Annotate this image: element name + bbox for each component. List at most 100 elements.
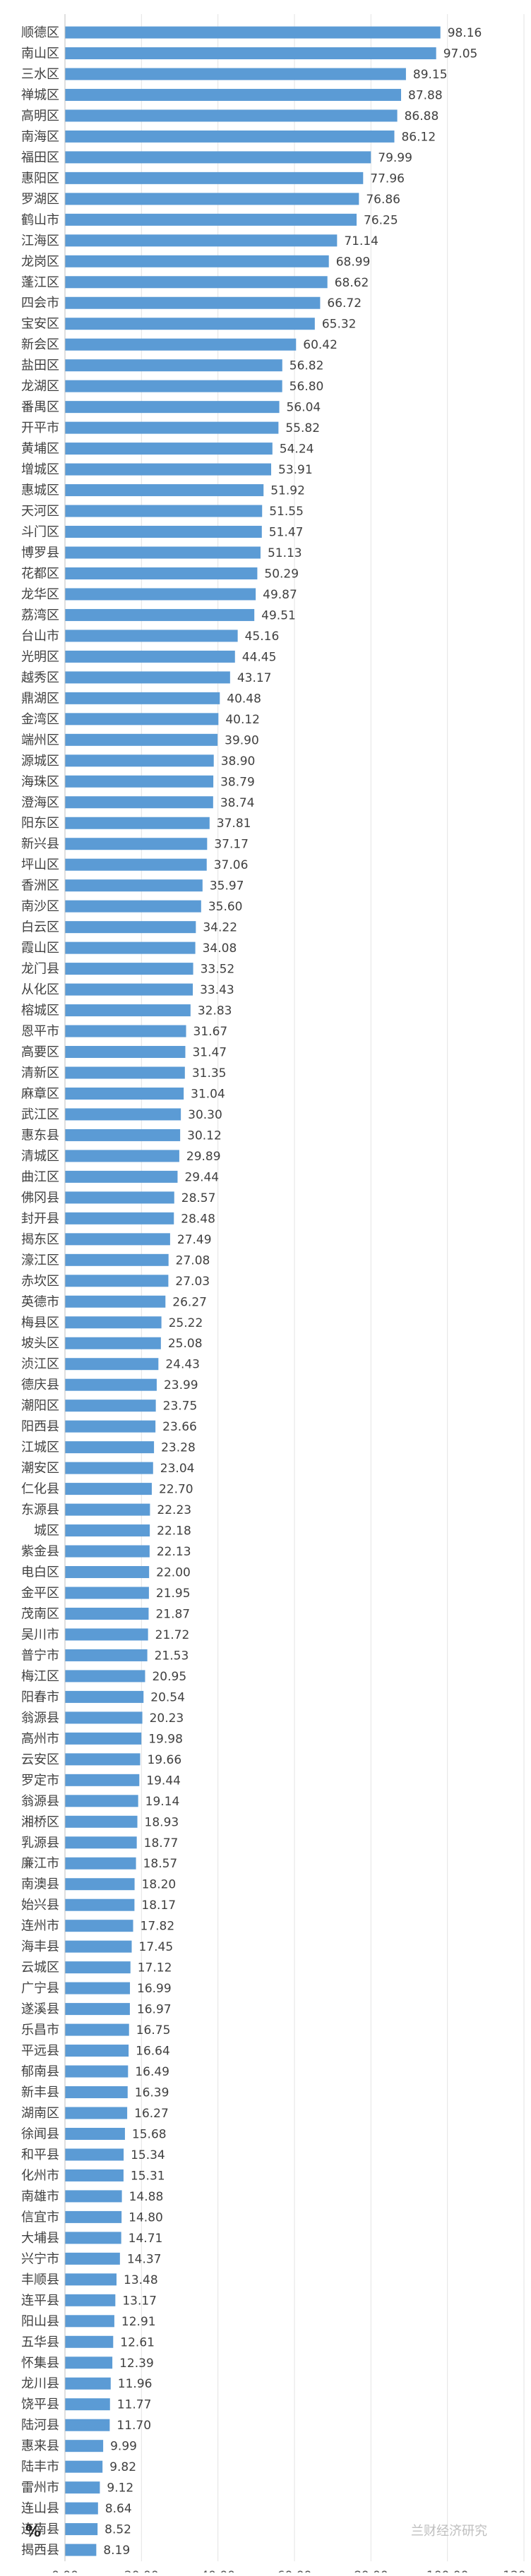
data-label: 26.27 bbox=[172, 1295, 207, 1309]
category-label: 海珠区 bbox=[21, 774, 59, 789]
bar bbox=[65, 2273, 117, 2286]
category-label: 越秀区 bbox=[21, 670, 59, 685]
bar bbox=[65, 879, 203, 892]
bar bbox=[65, 1170, 178, 1183]
bar bbox=[65, 1628, 148, 1641]
data-label: 22.13 bbox=[157, 1545, 191, 1559]
data-label: 27.08 bbox=[176, 1253, 210, 1268]
bar bbox=[65, 2107, 128, 2119]
category-label: 和平县 bbox=[21, 2148, 59, 2162]
category-label: 阳东区 bbox=[21, 816, 59, 831]
bar bbox=[65, 900, 201, 913]
category-label: 南雄市 bbox=[21, 2189, 59, 2204]
data-label: 76.86 bbox=[366, 193, 400, 207]
category-label: 新丰县 bbox=[21, 2086, 59, 2100]
bar bbox=[65, 2045, 129, 2057]
data-label: 37.06 bbox=[214, 858, 249, 872]
bar bbox=[65, 68, 406, 80]
data-label: 29.44 bbox=[184, 1170, 219, 1184]
bar bbox=[65, 733, 218, 746]
category-label: 潮安区 bbox=[21, 1461, 59, 1476]
bar bbox=[65, 1607, 149, 1620]
category-label: 揭西县 bbox=[21, 2543, 59, 2558]
data-label: 37.81 bbox=[217, 817, 251, 831]
data-label: 60.42 bbox=[303, 338, 338, 352]
data-label: 68.99 bbox=[336, 255, 371, 269]
category-label: 连南县 bbox=[21, 2522, 59, 2537]
x-tick-label: 40.00 bbox=[201, 2569, 235, 2572]
bar bbox=[65, 109, 398, 122]
category-label: 阳山县 bbox=[21, 2314, 59, 2329]
category-label: 陆丰市 bbox=[21, 2460, 59, 2474]
bars bbox=[65, 26, 441, 2556]
category-label: 惠城区 bbox=[21, 483, 59, 498]
x-tick-label: 120.00 bbox=[503, 2569, 531, 2572]
data-label: 51.55 bbox=[269, 505, 304, 519]
category-label: 南沙区 bbox=[21, 899, 59, 914]
data-label: 32.83 bbox=[198, 1004, 232, 1018]
data-label: 28.48 bbox=[181, 1212, 215, 1226]
bar bbox=[65, 1233, 170, 1246]
data-label: 24.43 bbox=[165, 1358, 200, 1372]
bar bbox=[65, 1587, 149, 1599]
bar bbox=[65, 1441, 155, 1454]
data-label: 23.28 bbox=[161, 1441, 196, 1455]
bar bbox=[65, 588, 256, 601]
data-label: 16.97 bbox=[137, 2003, 172, 2017]
bar bbox=[65, 2252, 120, 2265]
category-label: 开平市 bbox=[21, 421, 59, 435]
data-label: 79.99 bbox=[378, 151, 412, 165]
category-label: 连平县 bbox=[21, 2293, 59, 2308]
category-label: 陆河县 bbox=[21, 2418, 59, 2433]
data-label: 49.87 bbox=[263, 588, 297, 602]
data-label: 77.96 bbox=[370, 171, 405, 186]
bar bbox=[65, 1795, 138, 1807]
bar bbox=[65, 1836, 137, 1849]
category-label: 徐闻县 bbox=[21, 2126, 59, 2141]
bar bbox=[65, 318, 315, 330]
data-label: 14.37 bbox=[127, 2252, 162, 2266]
bar bbox=[65, 630, 238, 642]
data-label: 18.17 bbox=[141, 1898, 176, 1913]
category-label: 香洲区 bbox=[21, 879, 59, 893]
category-label: 高要区 bbox=[21, 1045, 59, 1060]
data-label: 8.19 bbox=[103, 2544, 130, 2558]
bar bbox=[65, 213, 357, 226]
data-label: 18.20 bbox=[142, 1878, 177, 1892]
bar bbox=[65, 713, 219, 726]
data-label: 54.24 bbox=[280, 443, 314, 457]
category-label: 云城区 bbox=[21, 1961, 59, 1975]
bar bbox=[65, 1982, 131, 1994]
bar bbox=[65, 1732, 142, 1745]
data-label: 40.48 bbox=[227, 692, 261, 706]
bar bbox=[65, 838, 208, 850]
data-label: 38.79 bbox=[220, 775, 255, 789]
category-label: 江海区 bbox=[21, 234, 59, 248]
data-label: 30.12 bbox=[187, 1128, 222, 1143]
bar bbox=[65, 2523, 98, 2536]
bar bbox=[65, 608, 255, 621]
category-label: 城区 bbox=[34, 1524, 59, 1539]
bar bbox=[65, 2357, 113, 2369]
category-label: 江城区 bbox=[21, 1440, 59, 1455]
watermark-text: 兰财经济研究 bbox=[411, 2524, 487, 2539]
data-label: 22.00 bbox=[156, 1566, 191, 1580]
category-label: 茂南区 bbox=[21, 1606, 59, 1621]
bar bbox=[65, 1212, 174, 1224]
bar bbox=[65, 921, 196, 934]
data-label: 38.90 bbox=[221, 754, 256, 769]
bar bbox=[65, 2148, 124, 2161]
data-label: 21.87 bbox=[155, 1607, 190, 1621]
bar bbox=[65, 47, 436, 59]
category-label: 阳西县 bbox=[21, 1419, 59, 1434]
data-label: 11.96 bbox=[118, 2377, 153, 2391]
category-label: 翁源县 bbox=[21, 1794, 59, 1809]
category-label: 博罗县 bbox=[21, 546, 59, 560]
category-label: 南澳县 bbox=[21, 1877, 59, 1892]
category-label: 吴川市 bbox=[21, 1627, 59, 1642]
data-label: 35.60 bbox=[208, 900, 243, 914]
bar bbox=[65, 817, 210, 829]
data-label: 53.91 bbox=[278, 463, 313, 477]
data-label: 12.61 bbox=[120, 2335, 155, 2349]
category-label: 金平区 bbox=[21, 1586, 59, 1601]
